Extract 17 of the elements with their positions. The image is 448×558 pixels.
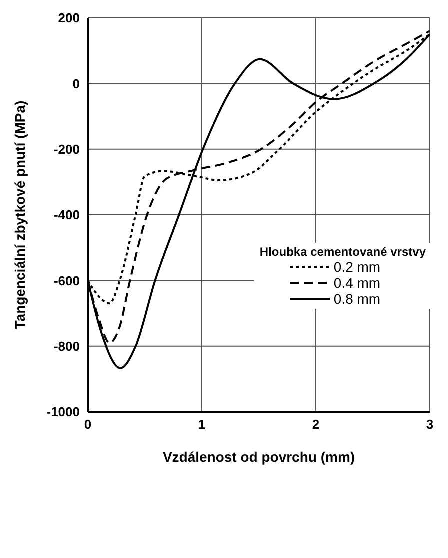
legend-title: Hloubka cementované vrstvy	[260, 245, 426, 259]
legend-label: 0.4 mm	[334, 275, 381, 291]
y-axis-title: Tangenciální zbytkové pnutí (MPa)	[12, 100, 28, 330]
y-tick-label: 0	[72, 76, 80, 92]
x-tick-label: 0	[84, 417, 92, 432]
y-tick-label: -800	[54, 338, 80, 354]
y-tick-label: -600	[54, 273, 80, 288]
legend-label: 0.8 mm	[334, 291, 381, 307]
y-tick-label: 200	[58, 10, 80, 26]
x-tick-label: 1	[198, 417, 206, 432]
y-tick-label: -400	[54, 208, 80, 223]
x-tick-label: 2	[312, 417, 320, 432]
x-tick-label: 3	[426, 417, 434, 432]
legend-label: 0.2 mm	[334, 259, 381, 275]
y-tick-label: -200	[54, 142, 80, 157]
x-axis-title: Vzdálenost od povrchu (mm)	[162, 449, 356, 465]
y-tick-label: -1000	[46, 404, 80, 420]
